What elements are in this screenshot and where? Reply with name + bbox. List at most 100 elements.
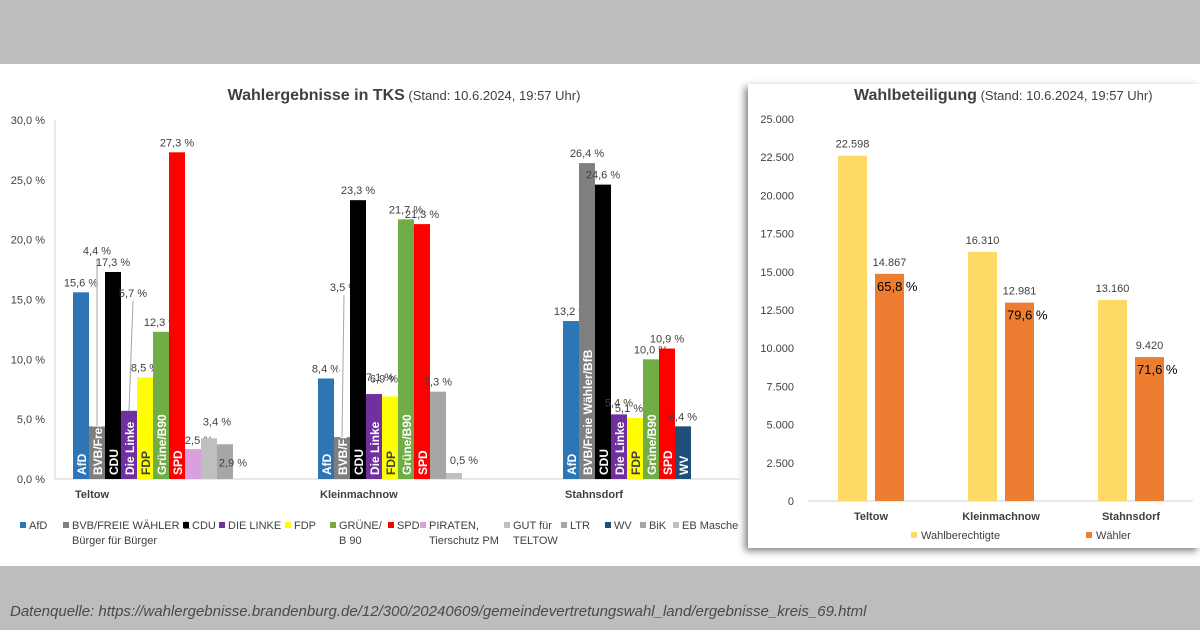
data-label: 7,3 % xyxy=(424,377,452,389)
y-tick-label: 12.500 xyxy=(760,305,794,317)
bar-text: Grüne/B90 xyxy=(155,414,169,475)
bar-gut-f-r-teltow xyxy=(201,438,217,479)
bar-gr-ne-b-90 xyxy=(153,331,169,479)
legend-label: CDU xyxy=(192,520,216,532)
y-tick-label: 17.500 xyxy=(760,229,794,241)
bar-ltr xyxy=(217,444,233,479)
bar-text: SPD xyxy=(171,450,185,475)
category-label: Stahnsdorf xyxy=(1102,511,1160,523)
source-caption: Datenquelle: https://wahlergebnisse.bran… xyxy=(10,603,867,620)
bar-bik xyxy=(430,391,446,479)
data-label: 2,9 % xyxy=(219,457,247,469)
legend-swatch xyxy=(640,522,646,528)
data-label: 22.598 xyxy=(836,139,870,151)
category-label: Kleinmachnow xyxy=(962,511,1040,523)
legend-swatch xyxy=(504,522,510,528)
bar-wahlberechtigte xyxy=(968,251,997,501)
data-label: 17,3 % xyxy=(96,257,130,269)
turnout-title: Wahlbeteiligung (Stand: 10.6.2024, 19:57… xyxy=(854,87,1153,104)
y-tick-label: 25,0 % xyxy=(11,175,45,187)
bar-text: FDP xyxy=(629,451,643,475)
data-label: 4,4 % xyxy=(83,245,111,257)
bar-gr-ne-b-90 xyxy=(398,219,414,479)
legend-label: Wähler xyxy=(1096,530,1131,542)
leader-line xyxy=(341,295,345,438)
bar-cdu xyxy=(595,184,611,479)
bar-text: AfD xyxy=(320,453,334,475)
legend-swatch xyxy=(183,522,189,528)
bar-spd xyxy=(659,348,675,479)
bar-text: FDP xyxy=(139,451,153,475)
data-label: 4,4 % xyxy=(669,411,697,423)
bar-text: Die Linke xyxy=(123,421,137,475)
legend-label: BiK xyxy=(649,520,667,532)
legend-label: FDP xyxy=(294,520,316,532)
bar-spd xyxy=(414,224,430,479)
data-label: 23,3 % xyxy=(341,185,375,197)
y-tick-label: 20,0 % xyxy=(11,235,45,247)
legend-swatch xyxy=(605,522,611,528)
bar-text: BVB/Freie Wähler/BfB xyxy=(581,349,595,475)
bar-text: SPD xyxy=(661,450,675,475)
leader-line xyxy=(128,300,134,411)
legend-label: PIRATEN, xyxy=(429,520,479,532)
legend-swatch xyxy=(219,522,225,528)
turnout-percent-label: 79,6 % xyxy=(1007,308,1048,323)
bar-text: BVB/Freie Wähler/BfB xyxy=(91,349,105,475)
bar-w-hler xyxy=(1005,302,1034,501)
y-tick-label: 7.500 xyxy=(766,381,794,393)
data-label: 5,7 % xyxy=(119,288,147,300)
bar-gr-ne-b-90 xyxy=(643,359,659,479)
bar-wahlberechtigte xyxy=(838,155,867,501)
data-label: 8,5 % xyxy=(131,362,159,374)
data-label: 5,4 % xyxy=(605,397,633,409)
bar-text: SPD xyxy=(416,450,430,475)
y-tick-label: 10.000 xyxy=(760,343,794,355)
data-label: 0,5 % xyxy=(450,455,478,467)
bar-text: WV xyxy=(677,456,691,475)
data-label: 6,9 % xyxy=(370,373,398,385)
bar-text: Die Linke xyxy=(368,421,382,475)
data-label: 16.310 xyxy=(966,235,1000,247)
bar-text: Grüne/B90 xyxy=(400,414,414,475)
data-label: 26,4 % xyxy=(570,148,604,160)
legend-label: WV xyxy=(614,520,632,532)
category-label: Teltow xyxy=(75,489,109,501)
bar-die-linke xyxy=(366,394,382,479)
bar-text: AfD xyxy=(565,453,579,475)
bar-afd xyxy=(73,292,89,479)
y-tick-label: 30,0 % xyxy=(11,115,45,127)
data-label: 13.160 xyxy=(1096,283,1130,295)
data-label: 12.981 xyxy=(1003,286,1037,298)
bar-die-linke xyxy=(611,414,627,479)
bar-text: AfD xyxy=(75,453,89,475)
bar-text: CDU xyxy=(107,449,121,475)
data-label: 7,1 % xyxy=(366,372,394,384)
bar-wv xyxy=(675,426,691,479)
legend-label: BVB/FREIE WÄHLER & xyxy=(72,520,191,532)
legend-label: LTR xyxy=(570,520,590,532)
legend-label: B 90 xyxy=(339,535,362,547)
bar-w-hler xyxy=(875,273,904,501)
data-label: 3,4 % xyxy=(203,416,231,428)
data-label: 9.420 xyxy=(1136,340,1164,352)
data-label: 8,4 % xyxy=(312,363,340,375)
legend-swatch xyxy=(561,522,567,528)
y-tick-label: 5.000 xyxy=(766,420,794,432)
y-tick-label: 2.500 xyxy=(766,458,794,470)
data-label: 15,6 % xyxy=(64,277,98,289)
legend-label: Tierschutz PM xyxy=(429,535,499,547)
legend-label: Wahlberechtigte xyxy=(921,530,1000,542)
bar-text: Die Linke xyxy=(613,421,627,475)
legend-label: GRÜNE/ xyxy=(339,520,383,532)
legend-swatch xyxy=(1086,532,1092,538)
bar-bvb-freie-w-hler-b-rger-f-r-b-rger xyxy=(89,426,105,479)
legend-label: EB Masche xyxy=(682,520,738,532)
bar-text: FDP xyxy=(384,451,398,475)
data-label: 27,3 % xyxy=(160,137,194,149)
data-label: 10,9 % xyxy=(650,334,684,346)
turnout-card: Wahlbeteiligung (Stand: 10.6.2024, 19:57… xyxy=(748,84,1200,548)
category-label: Stahnsdorf xyxy=(565,489,623,501)
bar-fdp xyxy=(627,417,643,479)
y-tick-label: 25.000 xyxy=(760,114,794,126)
